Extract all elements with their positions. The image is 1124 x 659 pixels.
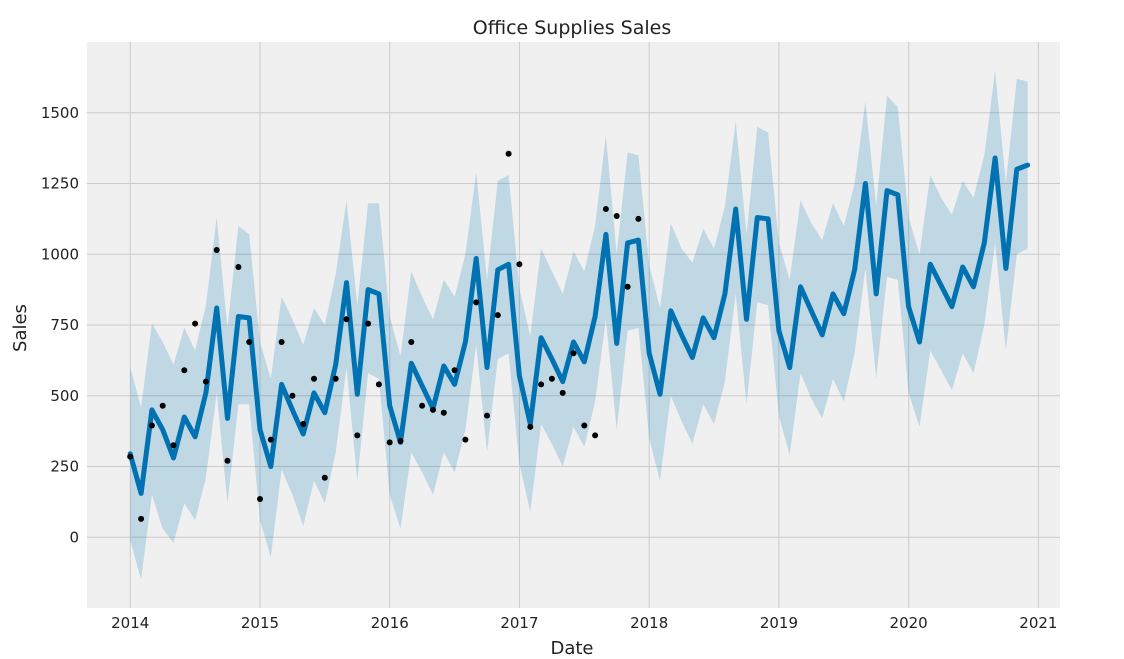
observed-point [548, 375, 555, 382]
observed-point [311, 375, 317, 382]
x-tick-label: 2015 [241, 614, 279, 632]
observed-point [516, 261, 523, 268]
y-tick-label: 1250 [41, 175, 79, 193]
observed-point [440, 409, 447, 416]
observed-point [170, 442, 177, 449]
x-tick-label: 2019 [760, 614, 798, 632]
observed-point [635, 215, 642, 222]
observed-point [138, 515, 145, 522]
observed-point [494, 312, 501, 319]
observed-point [484, 412, 490, 419]
tick-labels: 0 250 500 750 1000 1250 1500 2014 2015 2016 2017 20… [41, 104, 1058, 632]
x-axis-label: Date [550, 638, 593, 659]
y-tick-label: 750 [50, 316, 79, 334]
observed-point [257, 496, 263, 502]
y-tick-label: 1000 [41, 245, 79, 263]
observed-point [343, 316, 350, 323]
y-axis-label: Sales [10, 304, 31, 352]
observed-point [473, 299, 480, 306]
observed-point [127, 453, 134, 460]
observed-point [408, 339, 415, 345]
observed-point [624, 283, 631, 290]
y-tick-label: 500 [50, 387, 79, 405]
x-tick-label: 2014 [111, 614, 149, 632]
y-tick-label: 0 [69, 528, 79, 546]
observed-point [192, 320, 199, 327]
observed-point [181, 367, 188, 374]
uncertainty-band-layer [130, 70, 1028, 580]
observed-point [278, 339, 285, 345]
x-tick-label: 2018 [630, 614, 668, 632]
observed-point [527, 423, 534, 430]
observed-point [613, 213, 620, 219]
observed-point [235, 264, 242, 270]
y-tick-label: 250 [50, 458, 79, 476]
chart-title: Office Supplies Sales [473, 17, 671, 39]
observed-point [397, 438, 404, 444]
observed-point [202, 378, 209, 385]
observed-point [462, 436, 469, 443]
x-tick-label: 2021 [1019, 614, 1057, 632]
observed-point [430, 406, 436, 413]
x-tick-label: 2020 [890, 614, 928, 632]
observed-point [246, 339, 253, 345]
uncertainty-band [130, 70, 1028, 580]
observed-point [581, 422, 588, 429]
observed-point [148, 422, 155, 429]
observed-point [592, 432, 599, 439]
observed-point [451, 367, 458, 374]
observed-point [321, 474, 328, 481]
observed-point [300, 421, 307, 427]
observed-point [213, 247, 220, 253]
observed-point [375, 381, 382, 388]
observed-point [289, 392, 296, 399]
x-tick-label: 2016 [371, 614, 409, 632]
observed-points-layer [127, 150, 642, 522]
observed-point [159, 402, 166, 409]
observed-point [602, 206, 609, 212]
observed-point [559, 389, 566, 396]
observed-point [224, 457, 231, 464]
y-tick-label: 1500 [41, 104, 79, 122]
observed-point [386, 439, 393, 446]
observed-point [570, 350, 577, 357]
grid [87, 42, 1060, 608]
observed-point [505, 150, 512, 157]
observed-point [365, 320, 372, 327]
observed-point [332, 375, 339, 382]
observed-point [538, 381, 545, 388]
observed-point [419, 402, 426, 409]
forecast-line-layer [127, 155, 1031, 496]
forecast-line [127, 155, 1031, 496]
observed-point [267, 436, 274, 443]
observed-point [354, 432, 361, 439]
x-tick-label: 2017 [500, 614, 538, 632]
